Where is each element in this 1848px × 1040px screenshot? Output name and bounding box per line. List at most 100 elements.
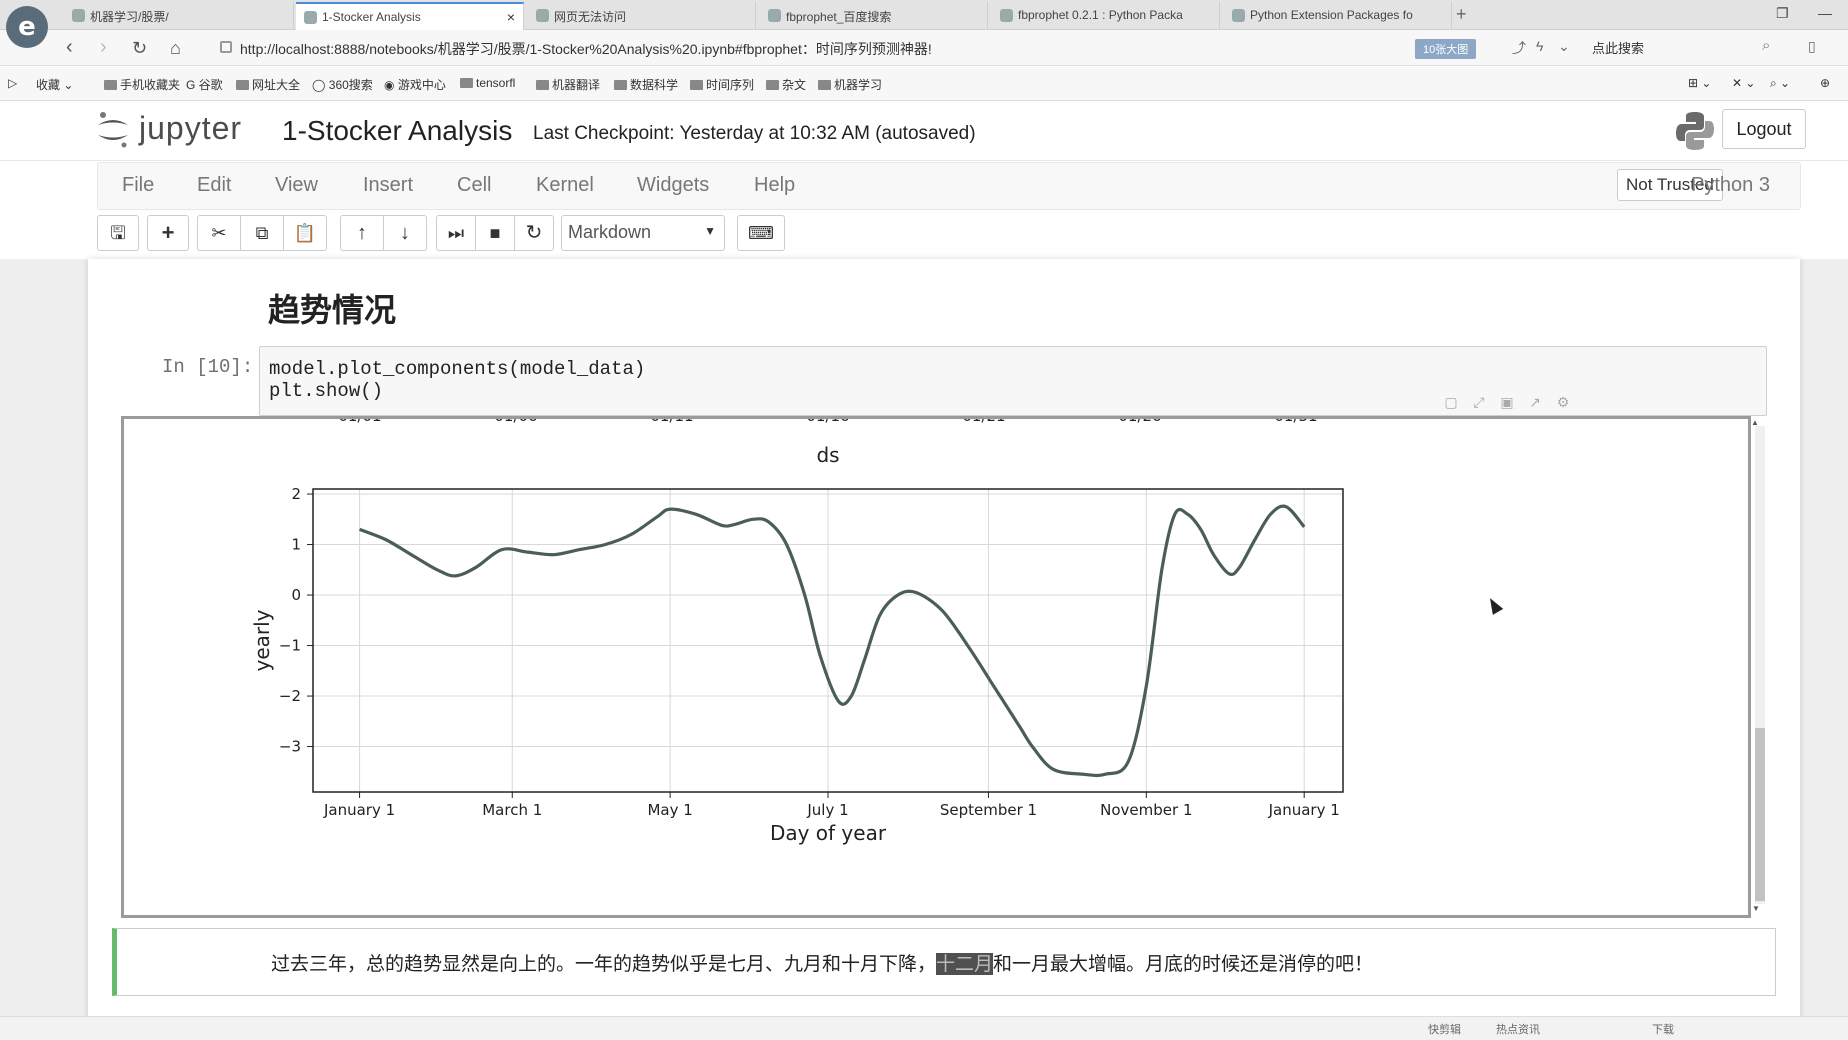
code-cell-editor[interactable]: model.plot_components(model_data) plt.sh…	[259, 346, 1767, 416]
move-up-button[interactable]: ↑	[340, 215, 384, 251]
bookmark-data-science[interactable]: 数据科学	[614, 76, 678, 93]
tab-page-unreachable[interactable]: 网页无法访问	[528, 2, 756, 30]
extension-icon[interactable]: ⊞ ⌄	[1688, 76, 1712, 90]
menu-help[interactable]: Help	[754, 174, 796, 196]
url-input[interactable]: http://localhost:8888/notebooks/机器学习/股票/…	[212, 35, 1552, 60]
bookmark-favorites[interactable]: 收藏 ⌄	[36, 78, 74, 92]
y-tick-label: −3	[279, 738, 301, 756]
markdown-cell[interactable]: 过去三年，总的趋势显然是向上的。一年的趋势似乎是七月、九月和十月下降，十二月和一…	[112, 928, 1776, 996]
status-item[interactable]: 快剪辑	[1428, 1024, 1461, 1036]
copy-button[interactable]: ⧉	[240, 215, 284, 251]
jupyter-logo-icon[interactable]	[96, 109, 130, 149]
move-down-button[interactable]: ↓	[383, 215, 427, 251]
menu-insert[interactable]: Insert	[363, 174, 414, 196]
bookmark-essays[interactable]: 杂文	[766, 76, 806, 93]
menu-view[interactable]: View	[275, 174, 318, 196]
x-tick-label: September 1	[940, 801, 1037, 819]
jupyter-logo-text[interactable]: jupyter	[139, 110, 243, 146]
bookmarks-toggle-icon[interactable]: ▷	[8, 76, 18, 90]
scroll-up-arrow-icon[interactable]: ▲	[1751, 418, 1759, 427]
status-item[interactable]: 下载	[1652, 1024, 1674, 1036]
menu-edit[interactable]: Edit	[197, 174, 232, 196]
code-line: plt.show()	[269, 380, 384, 402]
open-external-icon[interactable]: ↗	[1529, 394, 1541, 410]
python-logo-icon	[1676, 112, 1714, 150]
bookmark-translate[interactable]: 机器翻译	[536, 76, 600, 93]
bookmark-tensorflow[interactable]: tensorfl	[460, 76, 515, 90]
folder-icon	[460, 78, 473, 88]
bookmark-games[interactable]: ◉ 游戏中心	[384, 78, 446, 92]
restore-icon[interactable]: ❐	[1776, 5, 1789, 21]
new-tab-button[interactable]: +	[1456, 4, 1467, 24]
command-palette-button[interactable]: ⌨	[737, 215, 785, 251]
forward-icon[interactable]: ›	[100, 36, 107, 58]
menu-file[interactable]: File	[122, 174, 155, 196]
more-icon[interactable]: ⊕	[1820, 76, 1831, 90]
yearly-series-line	[359, 504, 1306, 778]
save-button[interactable]: 🖫	[97, 215, 139, 251]
search-icon[interactable]: ⌕	[1762, 37, 1771, 54]
home-icon[interactable]: ⌂	[170, 38, 181, 58]
minimize-icon[interactable]: —	[1818, 5, 1832, 21]
chevron-down-icon: ▼	[704, 224, 716, 238]
search-input[interactable]: 点此搜索	[1592, 41, 1645, 56]
tab-fbprophet-pypi[interactable]: fbprophet 0.2.1 : Python Packa	[992, 2, 1220, 30]
chevron-down-icon[interactable]: ⌄	[1558, 38, 1570, 54]
browser-logo-icon[interactable]: e	[6, 6, 48, 48]
bookmark-google[interactable]: G 谷歌	[186, 78, 223, 92]
menu-cell[interactable]: Cell	[457, 174, 492, 196]
scissors-icon: ✂	[211, 223, 227, 243]
tab-title: 1-Stocker Analysis	[322, 10, 421, 24]
tools-icon[interactable]: ✕ ⌄	[1732, 76, 1756, 90]
sidebar-icon[interactable]: ▯	[1808, 38, 1816, 54]
bookmark-360[interactable]: ◯ 360搜索	[312, 78, 373, 92]
interrupt-button[interactable]: ■	[475, 215, 515, 251]
output-scrollbar-thumb[interactable]	[1755, 728, 1765, 901]
tab-fbprophet-search[interactable]: fbprophet_百度搜索	[760, 2, 988, 30]
jupyter-tab-icon	[304, 11, 317, 24]
tab-title: Python Extension Packages fo	[1250, 8, 1413, 22]
output-scroll-track[interactable]	[1755, 426, 1765, 904]
menu-widgets[interactable]: Widgets	[637, 174, 710, 196]
copy-icon[interactable]: ▢	[1444, 394, 1458, 410]
close-tab-icon[interactable]: ×	[506, 9, 515, 25]
logout-button[interactable]: Logout	[1722, 109, 1806, 149]
not-trusted-button[interactable]: Not Trusted	[1617, 169, 1723, 201]
save-image-icon[interactable]: ▣	[1500, 394, 1514, 410]
expand-icon[interactable]: ⤢	[1473, 394, 1485, 410]
tab-stocks-folder[interactable]: 机器学习/股票/	[64, 2, 294, 30]
bookmark-time-series[interactable]: 时间序列	[690, 76, 754, 93]
zoom-icon[interactable]: ⌕ ⌄	[1770, 76, 1791, 90]
arrow-up-icon: ↑	[357, 222, 367, 244]
top-axis-tick-label: 01/16	[806, 419, 849, 425]
share-icon[interactable]: ⤴	[1512, 40, 1526, 56]
refresh-icon[interactable]: ↻	[132, 38, 148, 58]
bookmark-sites[interactable]: 网址大全	[236, 76, 300, 93]
run-button[interactable]: ⏭	[436, 215, 476, 251]
scroll-down-arrow-icon[interactable]: ▼	[1752, 904, 1760, 913]
gear-icon[interactable]: ⚙	[1556, 394, 1570, 410]
arrow-down-icon: ↓	[400, 222, 410, 244]
folder-icon	[690, 80, 703, 90]
keyboard-icon: ⌨	[748, 223, 774, 243]
lightning-icon[interactable]: ϟ	[1536, 38, 1544, 54]
insert-cell-button[interactable]: +	[147, 215, 189, 251]
cell-type-select[interactable]: Markdown ▼	[561, 215, 725, 251]
x-tick-label: January 1	[1268, 801, 1340, 819]
x-tick-label: July 1	[806, 801, 848, 819]
bookmark-ml[interactable]: 机器学习	[818, 76, 882, 93]
tab-python-extensions[interactable]: Python Extension Packages fo	[1224, 2, 1452, 30]
back-icon[interactable]: ‹	[66, 36, 73, 58]
restart-button[interactable]: ↻	[514, 215, 554, 251]
cut-button[interactable]: ✂	[197, 215, 241, 251]
notebook-name[interactable]: 1-Stocker Analysis	[282, 115, 513, 146]
bookmark-mobile[interactable]: 手机收藏夹	[104, 76, 180, 93]
image-badge[interactable]: 10张大图	[1415, 39, 1477, 59]
pypi-icon	[1000, 9, 1013, 22]
status-item[interactable]: 热点资讯	[1496, 1024, 1540, 1036]
y-tick-label: 0	[291, 586, 301, 604]
paste-button[interactable]: 📋	[283, 215, 327, 251]
markdown-heading: 趋势情况	[268, 291, 397, 329]
tab-stocker-analysis[interactable]: 1-Stocker Analysis ×	[296, 2, 524, 30]
menu-kernel[interactable]: Kernel	[536, 174, 594, 196]
